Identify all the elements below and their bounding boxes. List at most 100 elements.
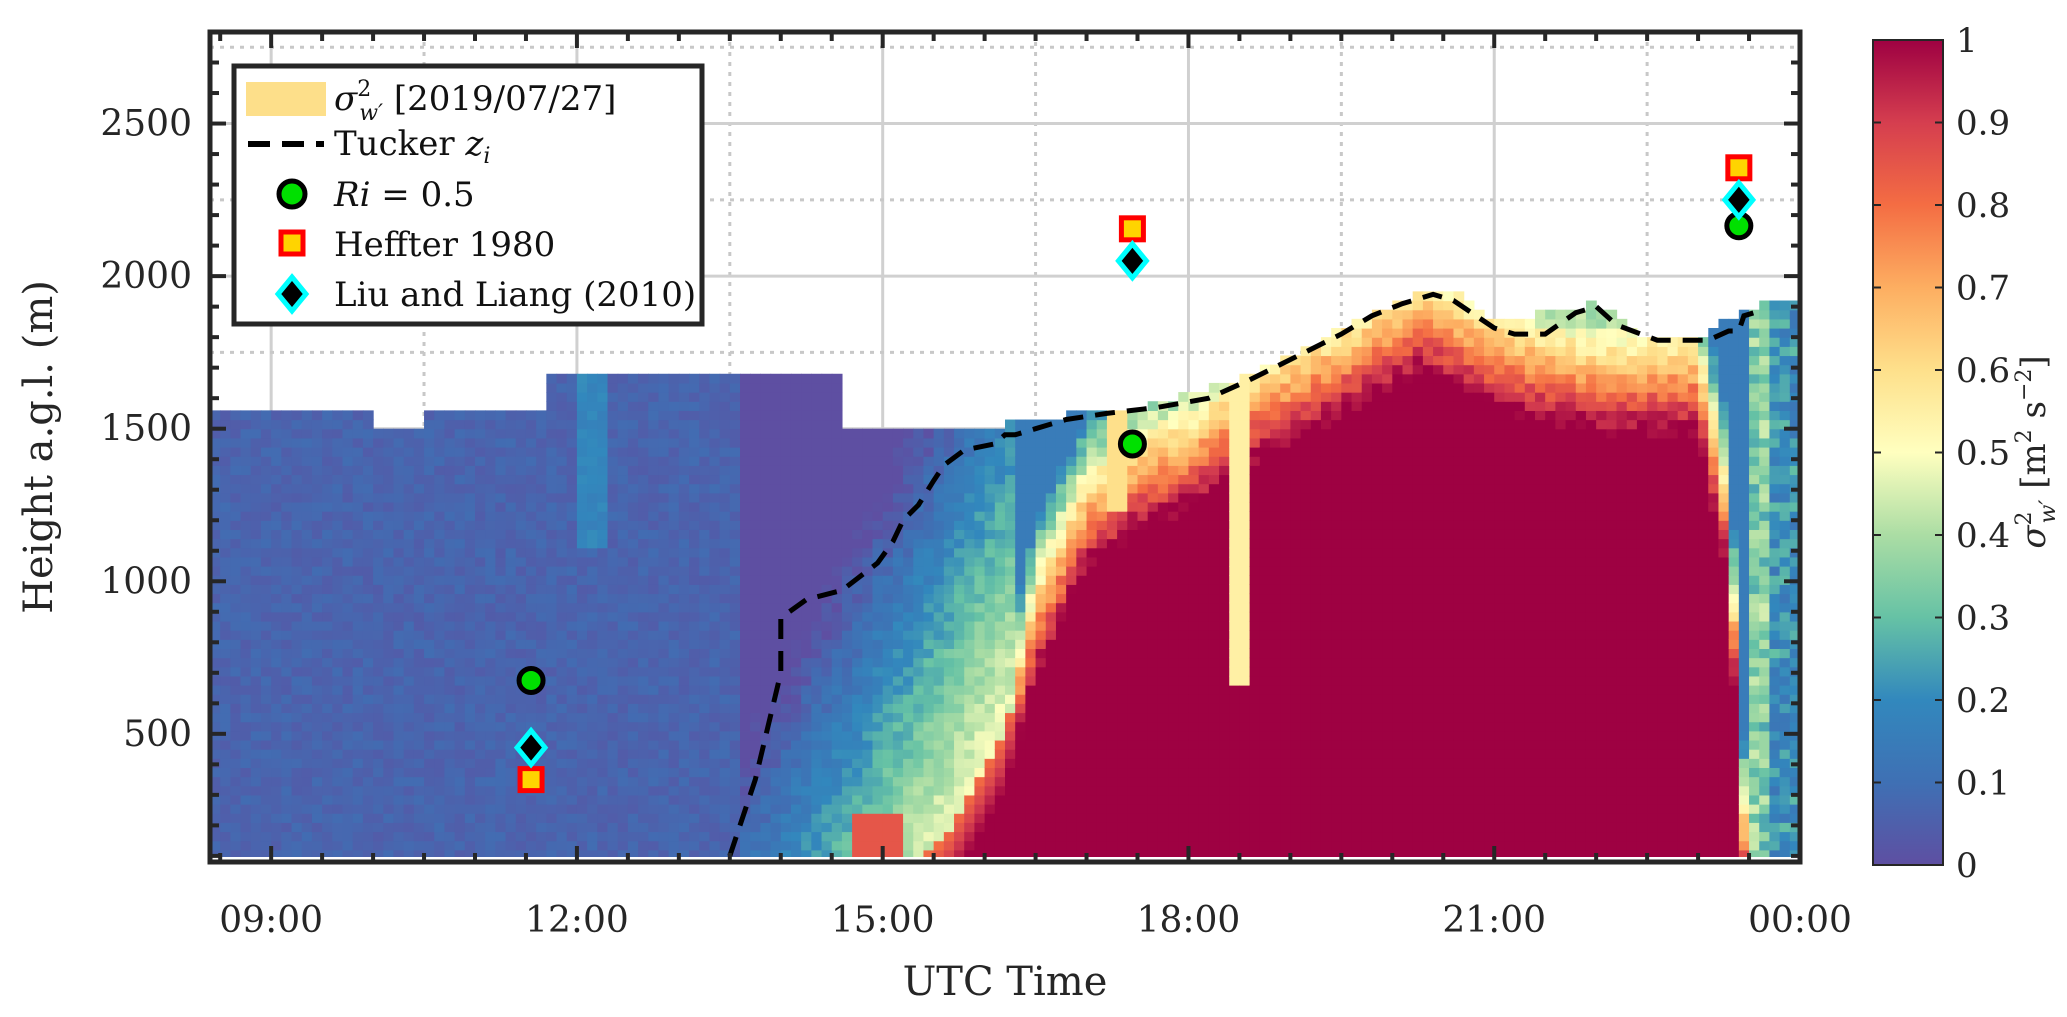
heatmap-cell xyxy=(515,447,527,457)
heatmap-cell xyxy=(923,566,935,576)
heatmap-cell xyxy=(1055,776,1067,787)
heatmap-cell xyxy=(780,813,792,823)
heatmap-cell xyxy=(729,437,741,448)
heatmap-cell xyxy=(933,657,945,668)
heatmap-cell xyxy=(505,456,517,466)
heatmap-cell xyxy=(1076,639,1088,649)
heatmap-cell xyxy=(1015,465,1026,476)
heatmap-cell xyxy=(923,630,935,640)
heatmap-cell xyxy=(1025,437,1037,448)
heatmap-cell xyxy=(536,712,547,723)
heatmap-cell xyxy=(332,794,344,805)
heatmap-cell xyxy=(1045,840,1057,851)
heatmap-cell xyxy=(566,721,578,732)
heatmap-cell xyxy=(403,611,415,622)
heatmap-cell xyxy=(434,822,446,833)
heatmap-cell xyxy=(576,602,588,613)
heatmap-cell xyxy=(444,428,456,439)
heatmap-cell xyxy=(505,703,517,714)
heatmap-cell xyxy=(790,556,802,567)
heatmap-cell xyxy=(271,511,282,521)
heatmap-cell xyxy=(587,620,598,631)
heatmap-cell xyxy=(1076,767,1088,778)
heatmap-cell xyxy=(566,611,578,622)
heatmap-cell xyxy=(954,703,965,714)
heatmap-cell xyxy=(383,840,395,851)
heatmap-cell xyxy=(617,465,629,476)
heatmap-cell xyxy=(546,602,558,613)
heatmap-cell xyxy=(383,492,395,503)
heatmap-cell xyxy=(729,602,741,613)
heatmap-cell xyxy=(689,730,700,741)
heatmap-cell xyxy=(1137,685,1149,695)
heatmap-cell xyxy=(1005,840,1016,851)
heatmap-cell xyxy=(1045,767,1057,778)
heatmap-cell xyxy=(811,694,823,704)
heatmap-cell xyxy=(709,529,721,540)
heatmap-cell xyxy=(668,657,680,668)
heatmap-cell xyxy=(1066,721,1077,732)
heatmap-cell xyxy=(291,538,303,549)
heatmap-cell xyxy=(373,831,384,842)
heatmap-cell xyxy=(230,456,242,466)
heatmap-cell xyxy=(281,804,293,814)
heatmap-cell xyxy=(352,657,364,668)
heatmap-cell xyxy=(1168,492,1179,503)
heatmap-cell xyxy=(556,739,568,750)
heatmap-cell xyxy=(638,703,649,714)
heatmap-cell xyxy=(566,648,578,659)
heatmap-cell xyxy=(444,419,456,430)
heatmap-cell xyxy=(342,501,354,512)
heatmap-cell xyxy=(1045,437,1057,448)
heatmap-cell xyxy=(1106,483,1118,494)
heatmap-cell xyxy=(648,410,660,421)
heatmap-cell xyxy=(373,822,384,833)
heatmap-cell xyxy=(1198,703,1210,714)
heatmap-cell xyxy=(1117,611,1128,622)
heatmap-cell xyxy=(383,657,395,668)
heatmap-cell xyxy=(760,758,772,769)
heatmap-cell xyxy=(434,712,446,723)
heatmap-cell xyxy=(1025,465,1037,476)
heatmap-cell xyxy=(475,675,486,686)
heatmap-cell xyxy=(362,620,374,631)
heatmap-cell xyxy=(1045,675,1057,686)
heatmap-cell xyxy=(1066,639,1077,649)
heatmap-cell xyxy=(1117,758,1128,769)
heatmap-cell xyxy=(1005,566,1016,576)
heatmap-cell xyxy=(1045,566,1057,576)
heatmap-cell xyxy=(1219,794,1230,805)
heatmap-cell xyxy=(607,639,619,649)
heatmap-cell xyxy=(1147,474,1159,485)
heatmap-cell xyxy=(719,520,731,530)
heatmap-cell xyxy=(648,465,660,476)
heatmap-cell xyxy=(1005,648,1016,659)
heatmap-cell xyxy=(485,666,496,677)
heatmap-cell xyxy=(852,456,863,466)
heatmap-cell xyxy=(709,428,721,439)
heatmap-cell xyxy=(566,511,578,521)
heatmap-cell xyxy=(668,501,680,512)
heatmap-cell xyxy=(750,520,761,530)
heatmap-cell xyxy=(362,703,374,714)
heatmap-cell xyxy=(322,593,333,604)
heatmap-cell xyxy=(750,483,761,494)
heatmap-cell xyxy=(556,538,568,549)
heatmap-cell xyxy=(1188,520,1200,530)
heatmap-cell xyxy=(1178,776,1190,787)
heatmap-cell xyxy=(413,730,425,741)
heatmap-cell xyxy=(1137,657,1149,668)
heatmap-cell xyxy=(1219,620,1230,631)
heatmap-cell xyxy=(1147,721,1159,732)
heatmap-cell xyxy=(882,648,894,659)
heatmap-cell xyxy=(413,840,425,851)
heatmap-cell xyxy=(954,547,965,558)
heatmap-cell xyxy=(1147,575,1159,585)
heatmap-cell xyxy=(1219,474,1230,485)
heatmap-cell xyxy=(576,804,588,814)
heatmap-cell xyxy=(1147,758,1159,769)
heatmap-cell xyxy=(954,822,965,833)
heatmap-cell xyxy=(1168,584,1179,595)
heatmap-cell xyxy=(811,657,823,668)
heatmap-cell xyxy=(1147,437,1159,448)
